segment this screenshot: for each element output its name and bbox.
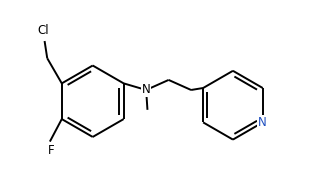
Text: F: F <box>48 144 55 157</box>
Text: Cl: Cl <box>37 24 49 37</box>
Text: N: N <box>258 116 267 129</box>
Text: N: N <box>142 83 151 96</box>
